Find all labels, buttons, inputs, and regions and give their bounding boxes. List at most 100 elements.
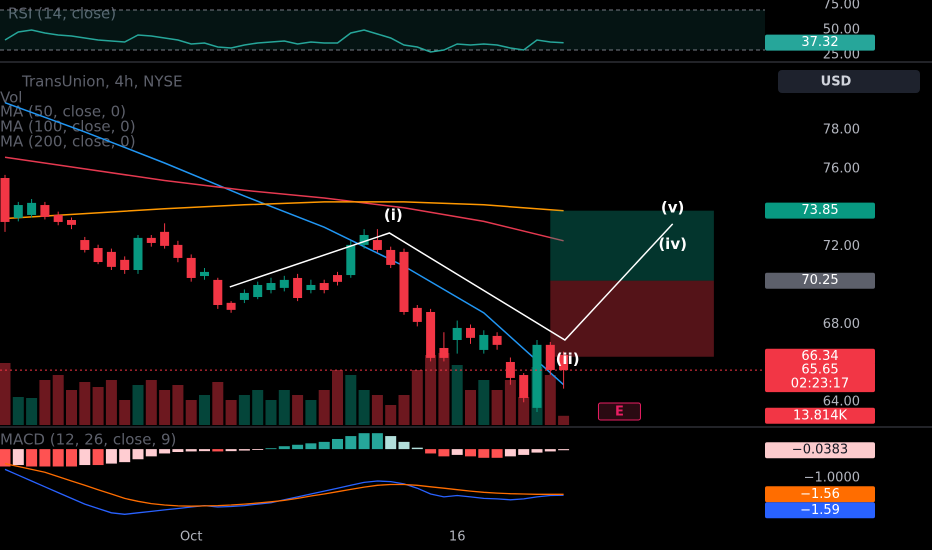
- candle-body: [492, 335, 502, 345]
- macd-histogram-bar: [438, 449, 450, 457]
- entry-badge-bg: [765, 272, 875, 289]
- macd-histogram-bar: [265, 448, 277, 450]
- volume-bar: [558, 415, 570, 425]
- y-tick-label: 72.00: [823, 239, 860, 254]
- macd-histogram-bar: [385, 436, 397, 450]
- volume-bar: [132, 385, 144, 425]
- macd-histogram-bar: [411, 447, 423, 450]
- candle-body: [399, 251, 409, 313]
- candle-body: [346, 244, 356, 276]
- macd-histogram-bar: [504, 449, 516, 457]
- wave-label: (i): [384, 206, 403, 224]
- volume-bar: [172, 385, 184, 425]
- macd-histogram-bar: [105, 449, 117, 464]
- macd-histogram-bar: [145, 449, 157, 457]
- moving-average: [4, 201, 564, 220]
- earnings-label[interactable]: E: [615, 405, 624, 420]
- y-tick-label: 68.00: [823, 317, 860, 332]
- volume-bar: [385, 405, 397, 425]
- wave-label: (v): [661, 198, 685, 216]
- macd-histogram-bar: [252, 449, 264, 450]
- price-title: TransUnion, 4h, NYSE: [21, 73, 182, 91]
- volume-bar: [79, 382, 91, 425]
- x-tick-label: Oct: [180, 530, 202, 545]
- macd-histogram-bar: [305, 443, 317, 450]
- macd-histogram-bar: [238, 449, 250, 451]
- y-tick-label: 75.00: [823, 0, 860, 13]
- candle-body: [266, 283, 276, 291]
- candle-body: [40, 205, 50, 217]
- macd-histogram-bar: [26, 449, 38, 467]
- macd-histogram-bar: [345, 436, 357, 450]
- volume-bar: [332, 370, 343, 425]
- earnings-marker[interactable]: [597, 402, 641, 421]
- y-tick-label: 64.00: [823, 395, 860, 410]
- macd-histogram-bar: [66, 449, 77, 467]
- candle-body: [319, 283, 329, 291]
- y-tick-label: 50.00: [823, 23, 860, 38]
- candle-body: [13, 205, 23, 218]
- volume-legend: Vol: [0, 89, 22, 107]
- candle-body: [200, 271, 209, 277]
- volume-bar: [66, 390, 77, 425]
- target-badge: 73.85: [801, 203, 838, 218]
- ma-legend: MA (100, close, 0): [0, 118, 136, 136]
- macd-histogram-bar: [478, 449, 490, 458]
- volume-bar: [252, 390, 264, 425]
- volume-bar: [238, 395, 250, 425]
- volume-bar: [491, 390, 503, 425]
- rsi-line: [4, 29, 564, 53]
- macd-histogram-bar: [119, 449, 131, 463]
- volume-bar: [371, 395, 383, 425]
- histogram-badge: −0.0383: [792, 443, 848, 458]
- macd-histogram-bar: [172, 449, 184, 453]
- macd-histogram-bar: [371, 433, 383, 450]
- candle-body: [93, 248, 103, 263]
- macd-histogram-bar: [212, 449, 224, 452]
- candle-body: [226, 302, 236, 310]
- candle-body: [67, 220, 76, 225]
- macd-histogram-bar: [292, 444, 304, 450]
- rsi-title: RSI (14, close): [8, 5, 116, 23]
- last-price-badge-bg: [765, 362, 875, 393]
- macd-histogram-bar: [225, 449, 237, 452]
- volume-bar: [159, 390, 171, 425]
- stop-zone: [550, 280, 714, 357]
- macd-histogram-bar: [425, 449, 437, 454]
- candle-body: [293, 277, 303, 298]
- volume-badge-bg: [765, 407, 875, 424]
- macd-histogram-bar: [159, 449, 171, 454]
- volume-bar: [318, 390, 330, 425]
- candle-body: [359, 234, 369, 245]
- candle-body: [426, 312, 436, 358]
- macd-histogram-bar: [465, 449, 476, 457]
- macd-histogram-bar: [398, 441, 410, 450]
- macd-line: [4, 462, 564, 507]
- volume-bar: [185, 400, 197, 425]
- currency-button[interactable]: [778, 70, 920, 93]
- stop-badge-bg: [765, 348, 875, 365]
- volume-bar: [411, 370, 423, 425]
- candle-body: [466, 327, 475, 338]
- rsi-last: 37.32: [801, 35, 838, 50]
- macd-badge: −1.59: [800, 503, 840, 518]
- ma-legend: MA (50, close, 0): [0, 103, 126, 121]
- entry-badge: 70.25: [801, 273, 838, 288]
- macd-histogram-bar: [318, 441, 330, 450]
- target-badge-bg: [765, 202, 875, 219]
- macd-histogram-bar: [558, 449, 570, 451]
- candle-body: [173, 244, 183, 258]
- candle-body: [80, 240, 90, 250]
- volume-bar: [26, 398, 38, 425]
- ma-legend: MA (200, close, 0): [0, 133, 136, 151]
- volume-bar: [544, 375, 556, 425]
- currency[interactable]: USD: [821, 75, 852, 90]
- macd-histogram-bar: [79, 449, 91, 466]
- y-tick-label: 25.00: [823, 48, 860, 63]
- rsi-band: [0, 10, 765, 50]
- moving-average: [4, 101, 565, 386]
- macd-badge: −1.56: [800, 487, 840, 502]
- volume-bar: [39, 380, 51, 425]
- target-zone: [550, 210, 714, 281]
